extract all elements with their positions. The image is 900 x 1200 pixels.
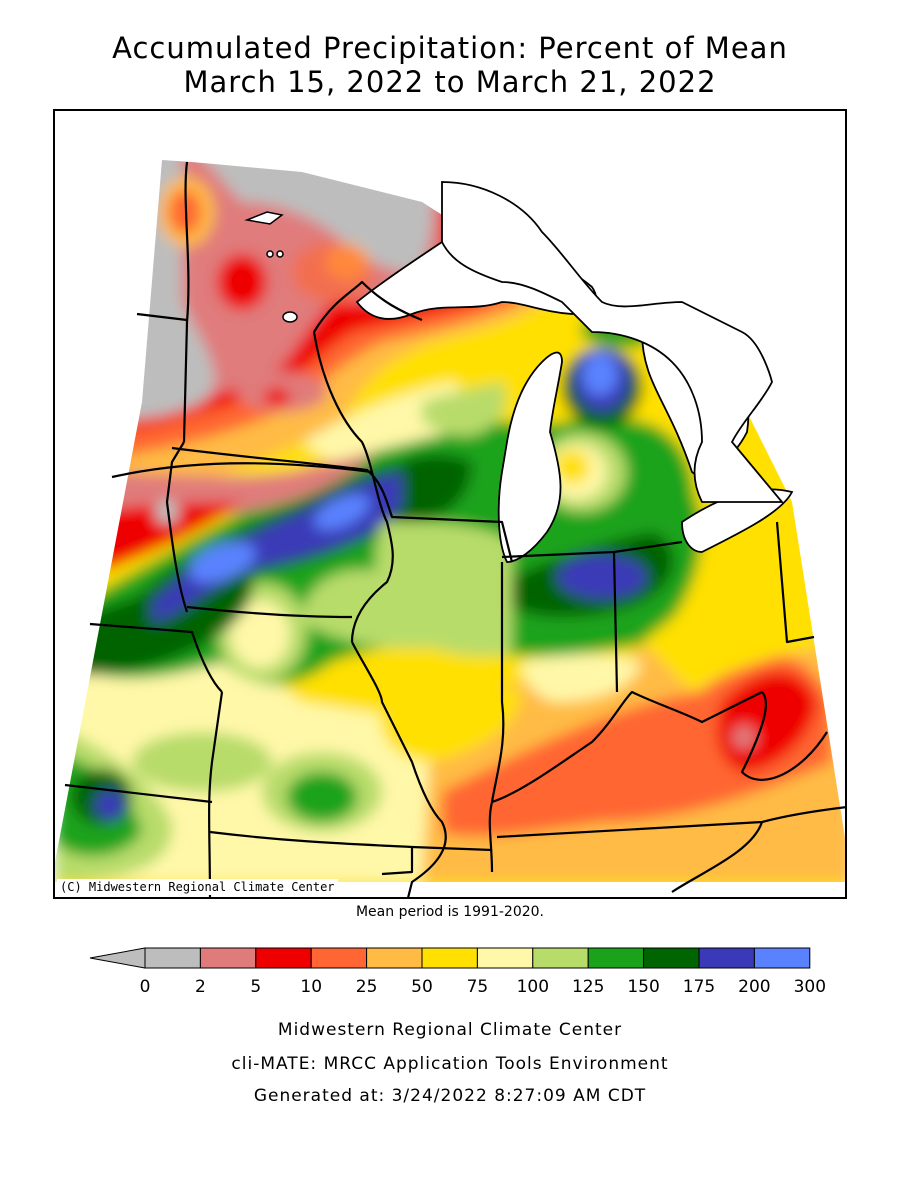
legend-tick-label: 150 [627, 977, 659, 997]
color-legend: 0 2 5 10 25 50 75 100 125 150 175 200 300 [89, 947, 826, 997]
legend-swatch [144, 947, 201, 969]
legend-tick-label: 5 [250, 977, 261, 997]
legend-tick-label: 25 [356, 977, 378, 997]
legend-swatch [587, 947, 645, 969]
legend-arrow [89, 947, 146, 969]
state-boundaries [64, 161, 845, 897]
legend-tick-label: 125 [572, 977, 604, 997]
great-lakes [355, 181, 794, 563]
legend-tick-label: 2 [195, 977, 206, 997]
footer-tool: cli-MATE: MRCC Application Tools Environ… [231, 1054, 669, 1074]
legend-tick-label: 75 [467, 977, 489, 997]
legend-swatch [753, 947, 811, 969]
lake-michigan [497, 351, 563, 563]
legend-swatch [698, 947, 755, 969]
legend-tick-label: 50 [411, 977, 433, 997]
legend-swatch [199, 947, 257, 969]
legend-swatch [643, 947, 700, 969]
legend-swatch [255, 947, 312, 969]
footer-generated: Generated at: 3/24/2022 8:27:09 AM CDT [253, 1086, 647, 1106]
north-land [441, 181, 784, 503]
legend-tick-label: 100 [517, 977, 549, 997]
legend-swatch [532, 947, 589, 969]
legend-tick-label: 300 [794, 977, 826, 997]
mean-period-note: Mean period is 1991-2020. [355, 904, 545, 920]
legend-swatch [366, 947, 423, 969]
copyright-label: (C) Midwestern Regional Climate Center [57, 879, 338, 895]
legend-swatch [310, 947, 368, 969]
map-date-range: March 15, 2022 to March 21, 2022 [183, 65, 717, 99]
isle-royale [244, 211, 298, 323]
legend-tick-label: 10 [300, 977, 322, 997]
legend-tick-label: 200 [738, 977, 770, 997]
footer-organization: Midwestern Regional Climate Center [277, 1020, 623, 1040]
precipitation-map: (C) Midwestern Regional Climate Center [53, 109, 847, 899]
legend-tick-label: 175 [683, 977, 715, 997]
legend-tick-label: 0 [140, 977, 151, 997]
legend-swatch [421, 947, 478, 969]
map-canvas [55, 160, 845, 897]
map-title: Accumulated Precipitation: Percent of Me… [112, 31, 788, 65]
legend-swatch [476, 947, 534, 969]
